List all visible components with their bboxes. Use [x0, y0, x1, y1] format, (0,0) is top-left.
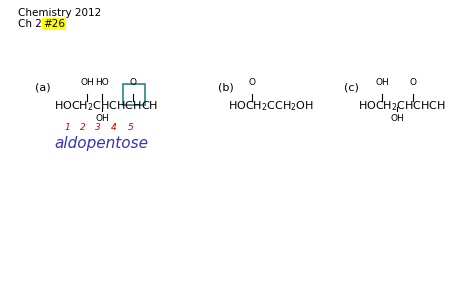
Text: aldopentose: aldopentose — [54, 136, 148, 151]
Text: 1: 1 — [64, 123, 70, 132]
Text: O: O — [410, 78, 417, 87]
Text: 5: 5 — [128, 123, 134, 132]
Text: #26: #26 — [43, 19, 65, 29]
Text: OH: OH — [80, 78, 94, 87]
Text: Chemistry 2012: Chemistry 2012 — [18, 8, 101, 18]
Text: HO: HO — [95, 78, 109, 87]
Bar — [123, 84, 145, 105]
Text: O: O — [248, 78, 255, 87]
Text: HOCH$_2$CCH$_2$OH: HOCH$_2$CCH$_2$OH — [228, 99, 314, 113]
Text: 3: 3 — [95, 123, 101, 132]
Text: HOCH$_2$CHCHCH: HOCH$_2$CHCHCH — [358, 99, 446, 113]
Text: (a): (a) — [35, 82, 51, 92]
Text: Ch 23,: Ch 23, — [18, 19, 55, 29]
Text: OH: OH — [390, 114, 404, 123]
Text: OH: OH — [95, 114, 109, 123]
Text: (b): (b) — [218, 82, 234, 92]
Text: O: O — [129, 78, 137, 87]
Text: 2: 2 — [80, 123, 86, 132]
Text: OH: OH — [375, 78, 389, 87]
Text: (c): (c) — [344, 82, 359, 92]
Text: HOCH$_2$CHCHCHCH: HOCH$_2$CHCHCHCH — [54, 99, 158, 113]
Text: 4: 4 — [111, 123, 117, 132]
